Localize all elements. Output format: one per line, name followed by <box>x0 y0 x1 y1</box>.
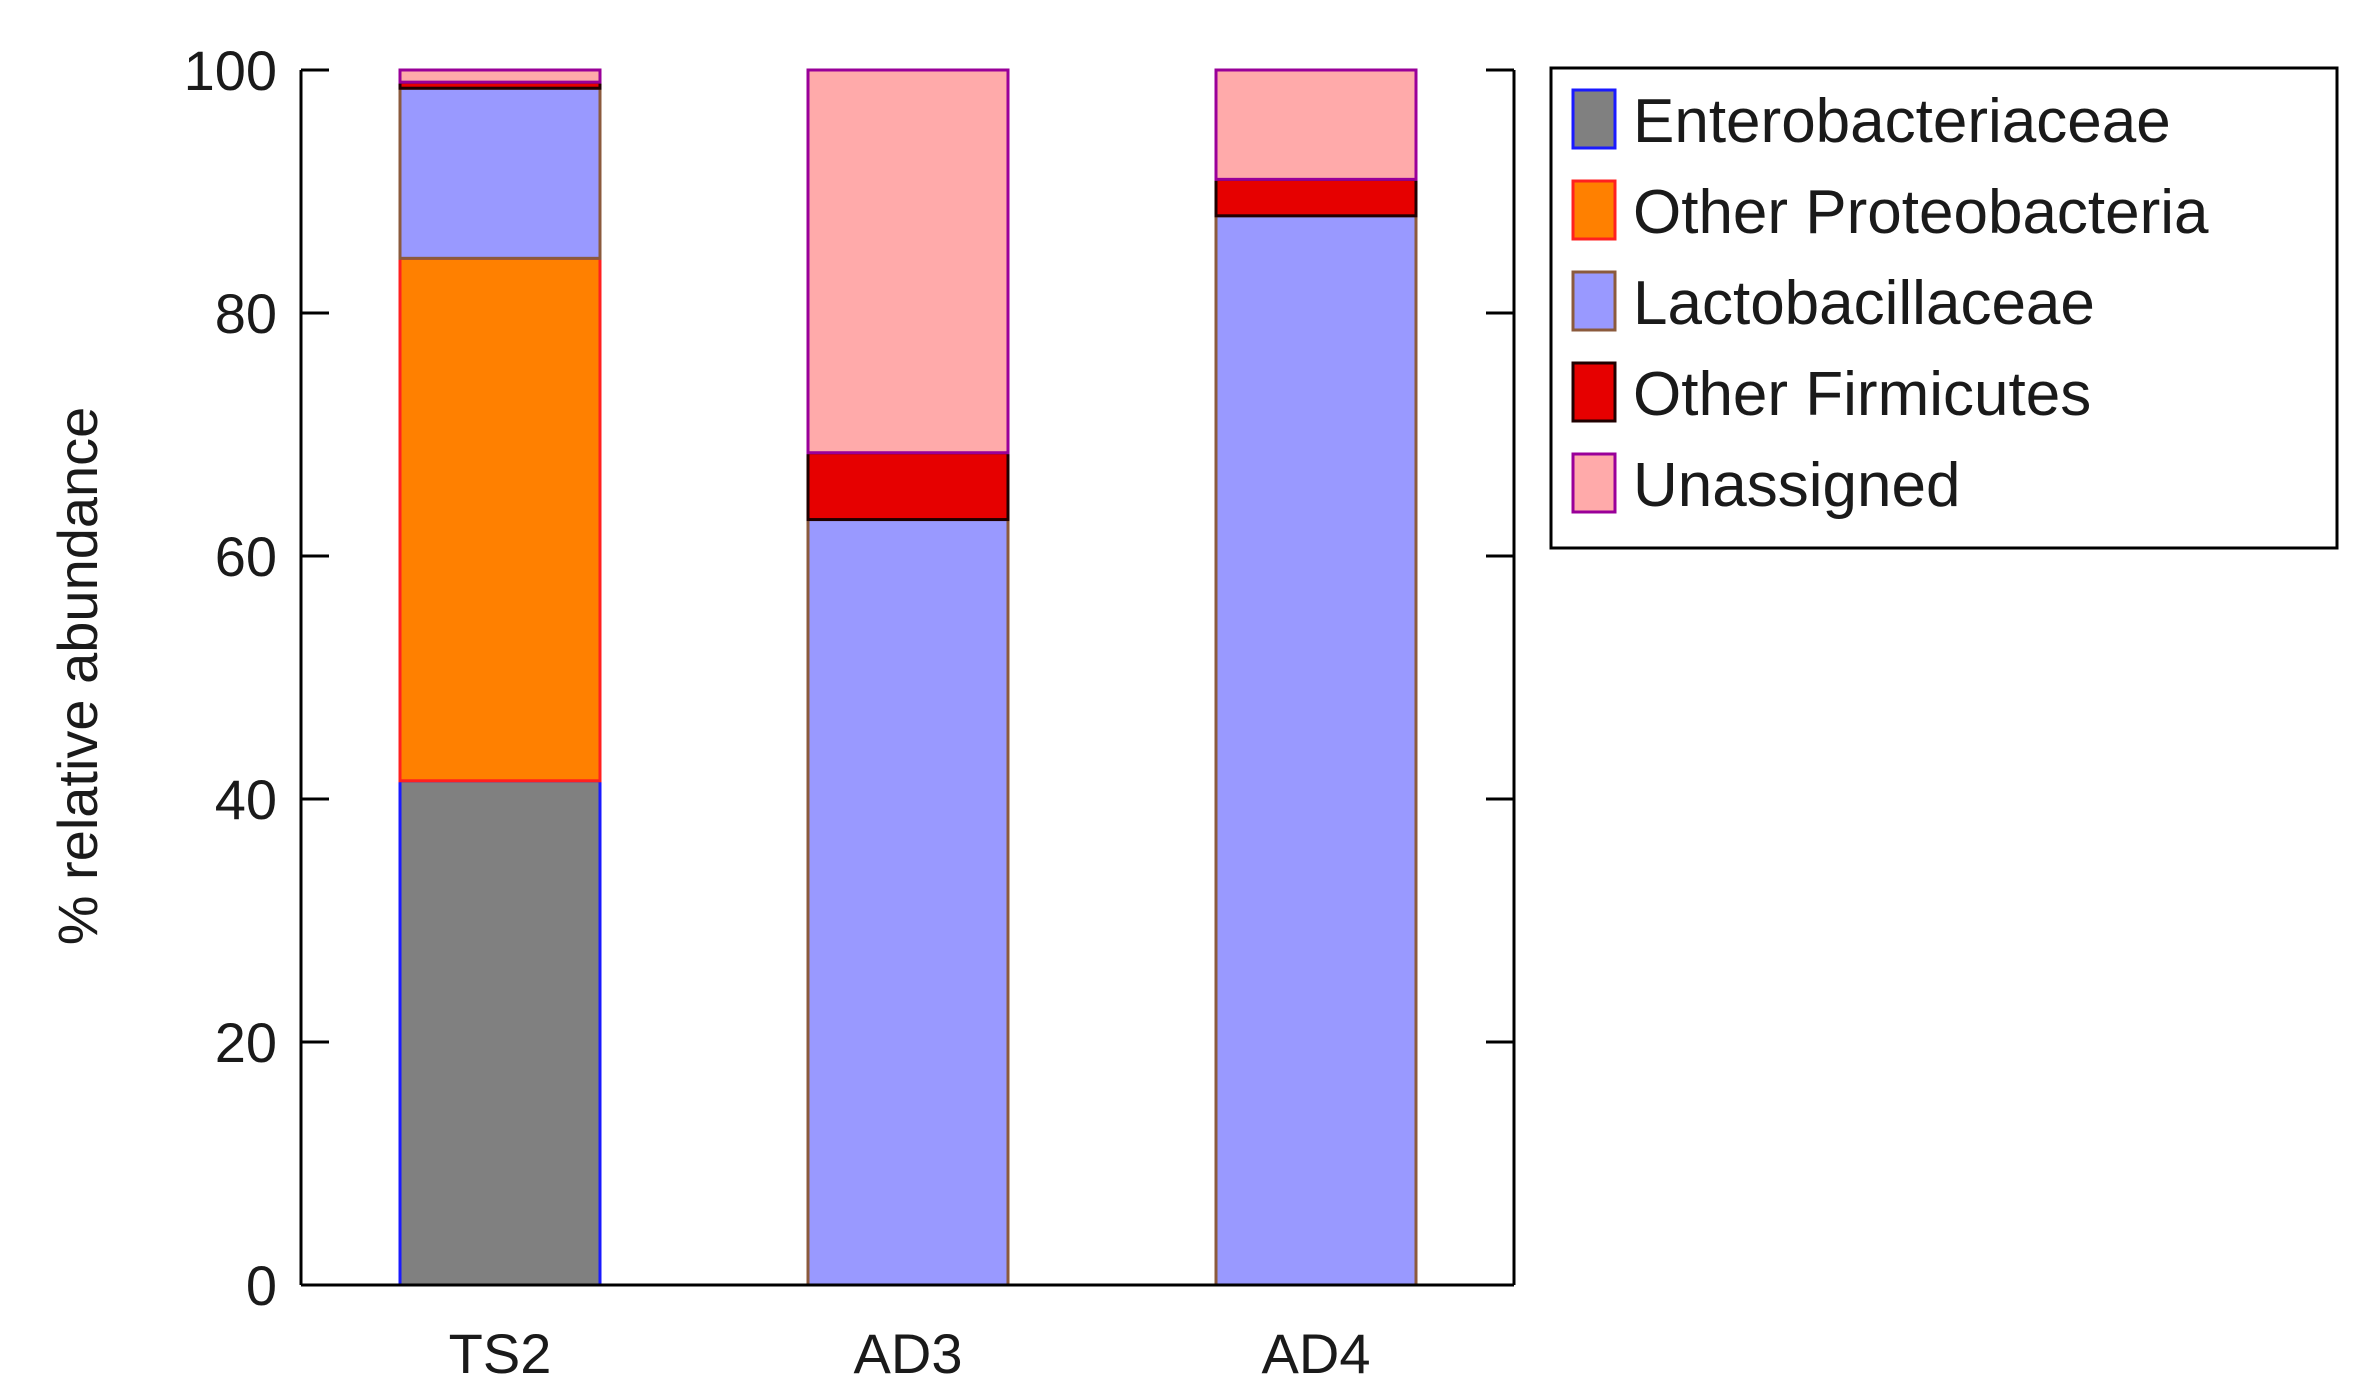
y-axis-title: % relative abundance <box>46 407 109 946</box>
y-tick-label-100: 100 <box>184 39 277 102</box>
legend-label-other-proteobacteria: Other Proteobacteria <box>1633 178 2209 247</box>
bar-ad3-unassigned <box>806 68 1010 455</box>
x-tick-label-ts2: TS2 <box>449 1322 552 1385</box>
bar-ad4-unassigned <box>1214 68 1418 181</box>
legend-label-unassigned: Unassigned <box>1633 451 1960 520</box>
bar-ts2-unassigned <box>398 68 602 84</box>
bars-layer <box>398 68 1418 1287</box>
bar-ts2-other-proteobacteria <box>398 256 602 783</box>
legend-swatch-other-proteobacteria <box>1571 179 1617 241</box>
bar-ad3-lactobacillaceae <box>806 518 1010 1287</box>
legend: Enterobacteriaceae Other Proteobacteria La… <box>1549 66 2339 550</box>
legend-swatch-enterobacteriaceae <box>1571 88 1617 150</box>
axes-layer: TS2 AD3 AD4 0 20 40 60 80 100 <box>184 39 1516 1385</box>
legend-box <box>1549 66 2339 550</box>
bar-ad4-lactobacillaceae <box>1214 214 1418 1287</box>
y-tick-label-60: 60 <box>215 525 277 588</box>
y-tick-label-40: 40 <box>215 768 277 831</box>
legend-swatch-unassigned <box>1571 452 1617 514</box>
legend-label-lactobacillaceae: Lactobacillaceae <box>1633 269 2095 338</box>
x-tick-label-ad3: AD3 <box>854 1322 963 1385</box>
legend-label-enterobacteriaceae: Enterobacteriaceae <box>1633 87 2171 156</box>
bar-ad4-other-firmicutes <box>1214 177 1418 218</box>
y-tick-label-20: 20 <box>215 1011 277 1074</box>
legend-label-other-firmicutes: Other Firmicutes <box>1633 360 2091 429</box>
x-tick-label-ad4: AD4 <box>1262 1322 1371 1385</box>
y-tick-label-80: 80 <box>215 282 277 345</box>
bar-ad3-other-firmicutes <box>806 451 1010 522</box>
bar-ts2-lactobacillaceae <box>398 86 602 260</box>
legend-swatch-lactobacillaceae <box>1571 270 1617 332</box>
y-tick-label-0: 0 <box>246 1254 277 1317</box>
bar-ts2-enterobacteriaceae <box>398 779 602 1287</box>
legend-swatch-other-firmicutes <box>1571 361 1617 423</box>
